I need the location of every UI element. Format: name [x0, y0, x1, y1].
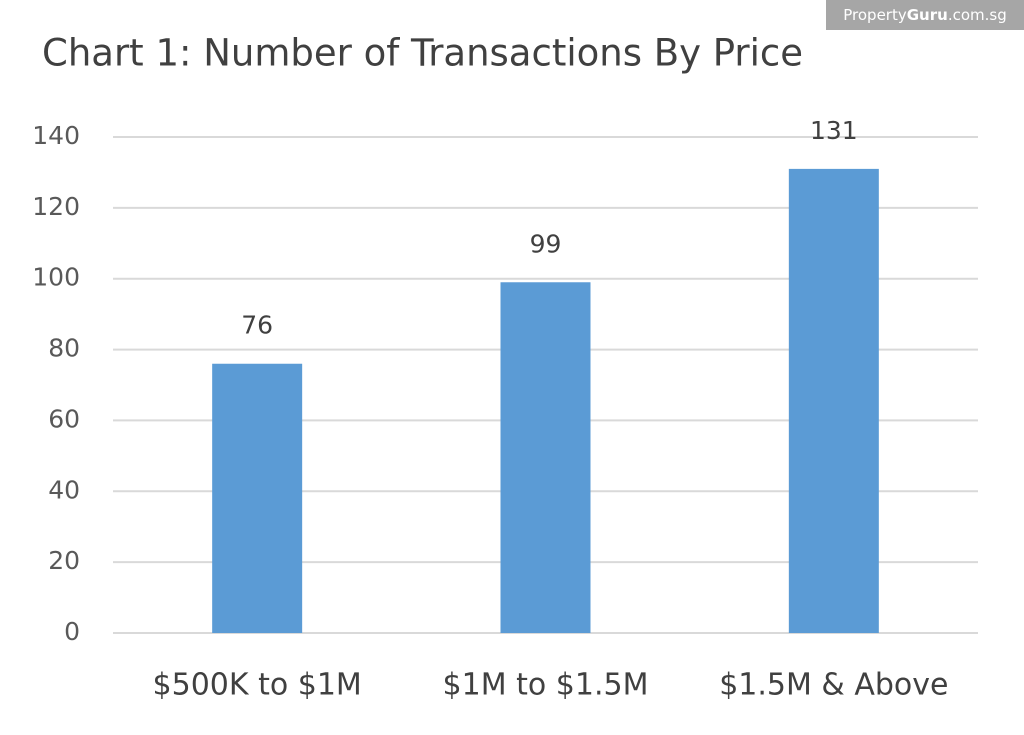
x-tick-label: $1.5M & Above: [719, 668, 948, 703]
watermark-part: .com.sg: [948, 6, 1007, 24]
watermark-box: [826, 0, 1024, 30]
bar: [500, 282, 591, 633]
y-tick-label: 100: [32, 263, 80, 292]
bar: [788, 168, 879, 633]
y-tick-label: 80: [48, 334, 80, 363]
y-tick-label: 60: [48, 404, 80, 433]
data-label: 99: [530, 229, 562, 258]
y-tick-label: 0: [64, 617, 80, 646]
y-tick-label: 120: [32, 192, 80, 221]
x-tick-label: $500K to $1M: [153, 668, 362, 703]
y-tick-label: 20: [48, 546, 80, 575]
y-tick-label: 40: [48, 475, 80, 504]
watermark-part: Property: [843, 6, 907, 24]
bar: [212, 363, 303, 633]
data-label: 131: [810, 116, 858, 145]
x-tick-label: $1M to $1.5M: [443, 668, 649, 703]
watermark-part: Guru: [907, 6, 948, 24]
y-tick-label: 140: [32, 121, 80, 150]
data-label: 76: [241, 311, 273, 340]
watermark: PropertyGuru.com.sg: [843, 6, 1006, 24]
chart-title: Chart 1: Number of Transactions By Price: [42, 32, 803, 75]
